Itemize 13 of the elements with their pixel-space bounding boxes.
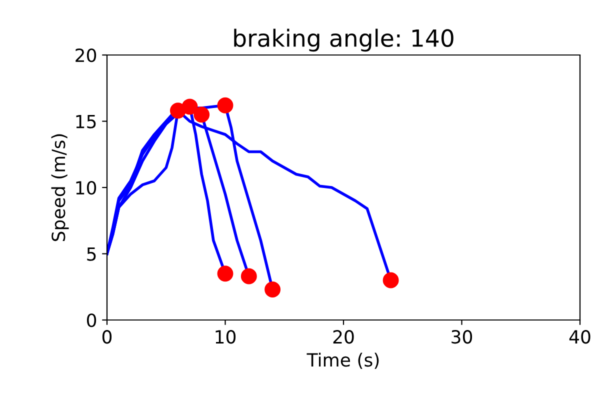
x-axis-title: Time (s): [306, 352, 379, 369]
y-tick-label: 10: [76, 180, 96, 195]
x-tick-label: 0: [102, 330, 112, 344]
chart-title: braking angle: 140: [234, 28, 454, 52]
x-tick-label: 20: [333, 330, 354, 344]
y-tick-label: 15: [76, 114, 96, 128]
x-tick-label: 30: [452, 330, 472, 344]
y-tick-label: 5: [87, 247, 96, 261]
y-axis-title: Speed (m/s): [51, 134, 69, 242]
x-tick-label: 40: [569, 330, 590, 344]
x-tick-label: 10: [216, 330, 236, 344]
y-tick-label: 20: [76, 48, 96, 62]
y-tick-label: 0: [86, 313, 96, 328]
